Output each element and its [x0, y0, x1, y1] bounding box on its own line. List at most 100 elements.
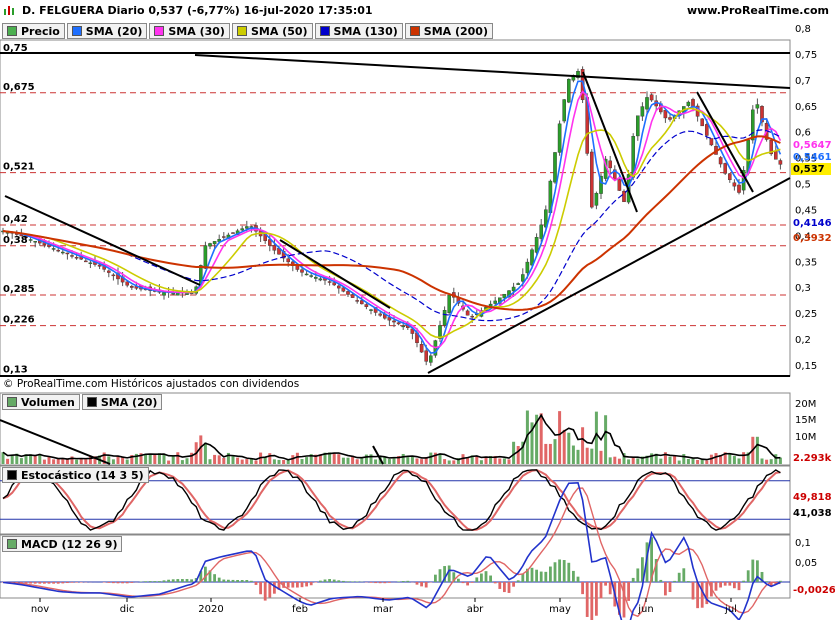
candle-body — [594, 192, 599, 206]
copyright-note: © ProRealTime.com Históricos ajustados c… — [3, 378, 300, 390]
macd-hist-bar — [61, 582, 65, 584]
candle-body — [396, 322, 401, 325]
macd-hist-bar — [300, 582, 304, 588]
macd-hist-bar — [489, 575, 492, 582]
legend-price[interactable]: Precio — [2, 23, 65, 39]
level-label: 0,75 — [3, 43, 28, 54]
candle-body — [709, 138, 714, 146]
candle-body — [539, 224, 543, 239]
volume-bar — [553, 439, 557, 464]
candle-body — [663, 109, 668, 119]
chart-title: D. FELGUERA Diario 0,537 (-6,77%) 16-jul… — [22, 4, 373, 17]
macd-hist-bar — [746, 570, 750, 582]
y-tick-label: 0,15 — [795, 361, 817, 372]
site-link[interactable]: www.ProRealTime.com — [686, 4, 829, 17]
volume-bar — [456, 458, 460, 464]
candle-body — [737, 184, 741, 193]
candle-body — [562, 99, 566, 122]
volume-bar — [47, 456, 51, 464]
volume-bar — [484, 456, 488, 464]
volume-bar — [433, 452, 437, 464]
volume-bar — [286, 459, 290, 464]
macd-hist-bar — [263, 582, 267, 601]
macd-hist-bar — [420, 582, 423, 587]
candle-body — [511, 286, 516, 292]
volume-bar — [6, 458, 10, 464]
volume-bar — [590, 448, 594, 464]
candle-body — [728, 173, 732, 181]
macd-hist-bar — [737, 582, 741, 591]
volume-bar — [351, 455, 355, 464]
volume-bar — [88, 455, 92, 464]
macd-hist-bar — [723, 582, 727, 586]
macd-hist-bar — [553, 562, 557, 582]
macd-hist-bar — [461, 582, 465, 584]
legend-macd[interactable]: MACD (12 26 9) — [2, 536, 123, 552]
volume-bar — [645, 455, 649, 464]
volume-bar — [162, 454, 166, 464]
legend-volume-sma[interactable]: SMA (20) — [81, 394, 163, 410]
volume-bar — [305, 457, 309, 464]
candle-body — [74, 257, 79, 259]
macd-hist-bar — [286, 582, 290, 588]
legend-sma200[interactable]: SMA (200) — [404, 23, 493, 39]
macd-hist-bar — [125, 582, 129, 584]
macd-hist-bar — [15, 582, 19, 583]
volume-bar — [360, 458, 364, 464]
macd-hist-bar — [659, 579, 663, 582]
macd-hist-bar — [636, 568, 640, 582]
macd-hist-bar — [38, 582, 42, 584]
legend-sma130[interactable]: SMA (130) — [314, 23, 403, 39]
legend-sma20[interactable]: SMA (20) — [66, 23, 148, 39]
level-label: 0,13 — [3, 364, 28, 375]
candle-body — [355, 300, 360, 302]
legend-stochastic[interactable]: Estocástico (14 3 5) — [2, 467, 149, 483]
volume-bar — [438, 453, 442, 464]
macd-hist-bar — [314, 582, 318, 583]
macd-hist-bar — [700, 582, 704, 608]
candle-body — [778, 160, 783, 165]
x-tick-label: feb — [292, 604, 308, 615]
macd-hist-bar — [66, 582, 69, 584]
candle-body — [718, 157, 723, 165]
x-tick-label: abr — [467, 604, 484, 615]
volume-bar — [475, 456, 479, 464]
macd-hist-bar — [342, 580, 345, 582]
macd-hist-bar — [121, 582, 124, 584]
volume-bar — [148, 454, 152, 464]
stoch-k-line — [2, 469, 781, 531]
level-label: 0,285 — [3, 284, 35, 295]
macd-hist-bar — [434, 574, 437, 582]
legend-volume[interactable]: Volumen — [2, 394, 80, 410]
legend-sma30[interactable]: SMA (30) — [149, 23, 230, 39]
volume-bar — [765, 459, 769, 464]
volume-bar — [594, 411, 598, 464]
candle-body — [70, 255, 74, 257]
sma30-line — [2, 90, 782, 349]
legend-sma50[interactable]: SMA (50) — [231, 23, 313, 39]
volume-bar — [203, 442, 207, 464]
volume-bar — [769, 459, 773, 464]
volume-bar — [139, 453, 143, 464]
macd-hist-bar — [185, 579, 189, 582]
candle-body — [465, 310, 470, 316]
stoch-swatch-icon — [7, 470, 17, 480]
volume-bar — [737, 458, 741, 464]
candle-body — [314, 276, 318, 279]
candle-body — [111, 274, 116, 277]
volume-bar — [719, 454, 723, 464]
macd-hist-bar — [107, 582, 111, 583]
volume-bar — [682, 454, 686, 464]
volume-bar — [369, 454, 373, 464]
macd-hist-bar — [438, 569, 442, 582]
macd-hist-bar — [273, 582, 276, 594]
volume-bar — [217, 455, 221, 464]
candle-body — [106, 270, 111, 273]
macd-hist-bar — [254, 582, 258, 585]
macd-hist-bar — [52, 582, 55, 584]
volume-bar — [167, 460, 171, 464]
stoch-panel-frame — [0, 465, 791, 535]
macd-hist-bar — [687, 581, 690, 582]
volume-last-tag: 2.293k — [793, 453, 832, 464]
